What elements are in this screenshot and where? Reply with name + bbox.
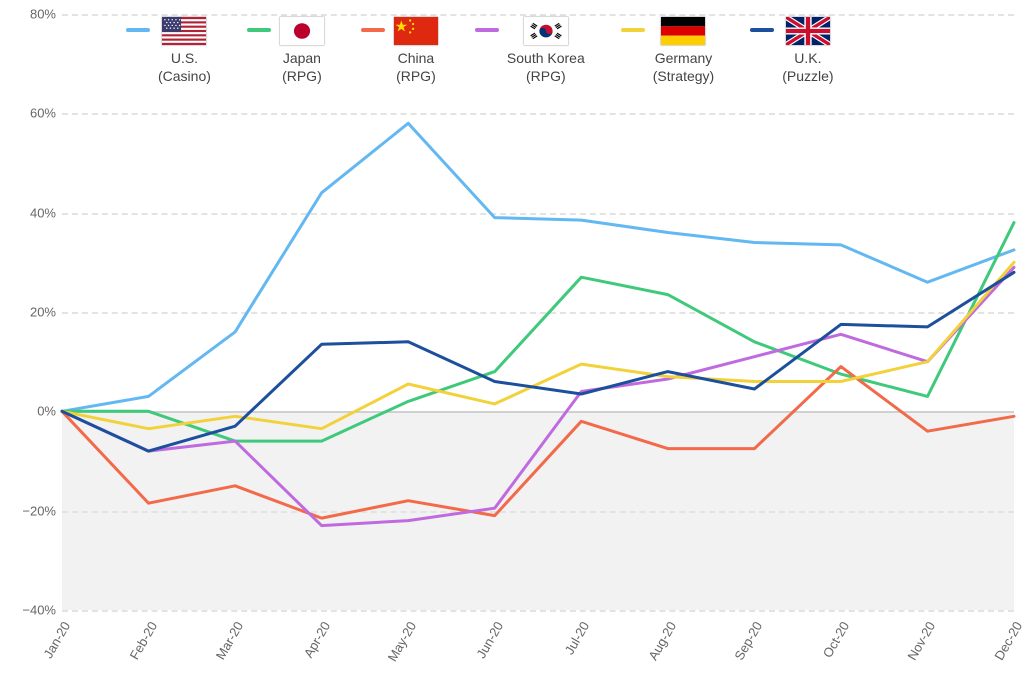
series-lines bbox=[62, 14, 1014, 610]
x-tick-label: Aug-20 bbox=[645, 619, 679, 663]
gridline bbox=[62, 610, 1014, 612]
series-japan bbox=[62, 223, 1014, 442]
legend-swatch bbox=[621, 28, 645, 32]
legend-swatch bbox=[126, 28, 150, 32]
legend-label-genre: (Puzzle) bbox=[782, 68, 833, 86]
chart-container: U.S.(Casino)Japan(RPG)China(RPG)South Ko… bbox=[0, 0, 1024, 697]
series-uk bbox=[62, 272, 1014, 451]
legend-item-china[interactable]: China(RPG) bbox=[361, 16, 439, 85]
y-tick-label: 80% bbox=[0, 7, 62, 22]
y-tick-label: 20% bbox=[0, 305, 62, 320]
legend-item-uk[interactable]: U.K.(Puzzle) bbox=[750, 16, 833, 85]
x-tick-label: Oct-20 bbox=[820, 619, 852, 660]
legend-swatch bbox=[475, 28, 499, 32]
legend-swatch bbox=[247, 28, 271, 32]
flag-de-icon bbox=[660, 16, 706, 46]
flag-cn-icon bbox=[393, 16, 439, 46]
legend-swatch bbox=[361, 28, 385, 32]
x-tick-label: Feb-20 bbox=[126, 619, 160, 662]
x-tick-label: Nov-20 bbox=[905, 619, 939, 663]
x-tick-label: Jul-20 bbox=[562, 619, 593, 657]
y-tick-label: 40% bbox=[0, 205, 62, 220]
series-us bbox=[62, 123, 1014, 411]
legend-item-us[interactable]: U.S.(Casino) bbox=[126, 16, 211, 85]
series-germany bbox=[62, 262, 1014, 428]
y-tick-label: 60% bbox=[0, 106, 62, 121]
y-tick-label: −20% bbox=[0, 503, 62, 518]
legend-label: U.S.(Casino) bbox=[158, 50, 211, 85]
legend-label-genre: (Casino) bbox=[158, 68, 211, 86]
x-tick-label: Sep-20 bbox=[732, 619, 766, 663]
legend-label: Japan(RPG) bbox=[282, 50, 322, 85]
legend-swatch bbox=[750, 28, 774, 32]
legend-item-germany[interactable]: Germany(Strategy) bbox=[621, 16, 714, 85]
series-korea bbox=[62, 267, 1014, 525]
plot-area bbox=[62, 14, 1014, 610]
x-tick-label: Jun-20 bbox=[473, 619, 506, 661]
legend-label-country: U.K. bbox=[782, 50, 833, 68]
flag-kr-icon bbox=[523, 16, 569, 46]
legend-label: South Korea(RPG) bbox=[507, 50, 585, 85]
legend-label-genre: (Strategy) bbox=[653, 68, 714, 86]
series-china bbox=[62, 367, 1014, 518]
flag-uk-icon bbox=[785, 16, 831, 46]
x-tick-label: May-20 bbox=[385, 619, 420, 664]
legend-label-country: Germany bbox=[653, 50, 714, 68]
x-tick-label: Apr-20 bbox=[300, 619, 333, 660]
x-tick-label: Jan-20 bbox=[40, 619, 73, 661]
legend-label-country: China bbox=[396, 50, 436, 68]
legend-label-country: South Korea bbox=[507, 50, 585, 68]
legend-label-genre: (RPG) bbox=[396, 68, 436, 86]
legend-item-japan[interactable]: Japan(RPG) bbox=[247, 16, 325, 85]
flag-jp-icon bbox=[279, 16, 325, 46]
y-tick-label: 0% bbox=[0, 404, 62, 419]
x-tick-label: Dec-20 bbox=[991, 619, 1024, 663]
x-tick-label: Mar-20 bbox=[213, 619, 247, 662]
legend-label-genre: (RPG) bbox=[507, 68, 585, 86]
legend-label: U.K.(Puzzle) bbox=[782, 50, 833, 85]
flag-us-icon bbox=[161, 16, 207, 46]
legend-label-country: U.S. bbox=[158, 50, 211, 68]
legend-item-korea[interactable]: South Korea(RPG) bbox=[475, 16, 585, 85]
legend-label-genre: (RPG) bbox=[282, 68, 322, 86]
y-tick-label: −40% bbox=[0, 603, 62, 618]
legend: U.S.(Casino)Japan(RPG)China(RPG)South Ko… bbox=[126, 16, 834, 85]
legend-label: Germany(Strategy) bbox=[653, 50, 714, 85]
legend-label: China(RPG) bbox=[396, 50, 436, 85]
legend-label-country: Japan bbox=[282, 50, 322, 68]
